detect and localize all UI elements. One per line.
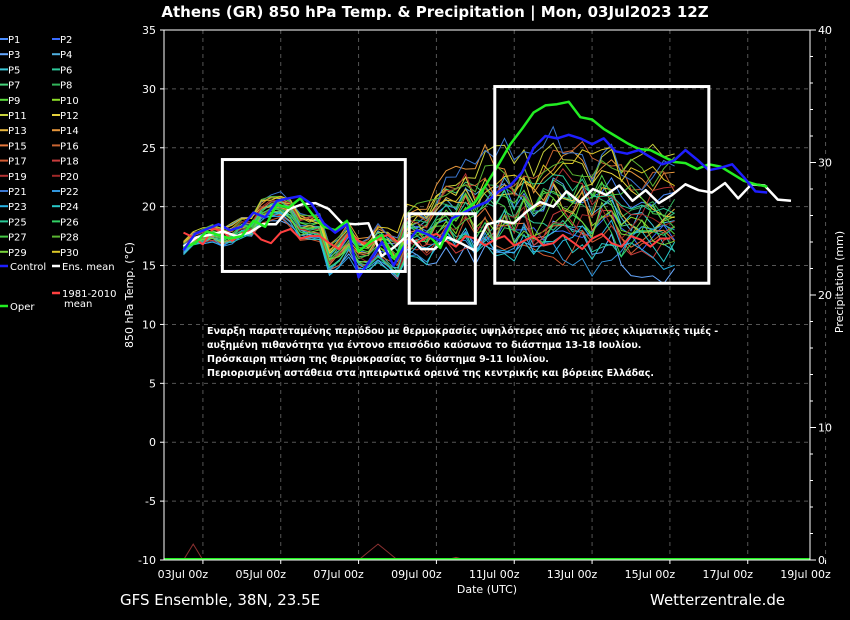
legend-label: P27 [8, 233, 27, 244]
y-tick-label: 15 [142, 260, 156, 273]
x-tick-label: 19Jul 00z [780, 568, 831, 581]
x-axis-label: Date (UTC) [457, 583, 517, 596]
legend-label: P22 [60, 187, 79, 198]
y2-tick-label: 40 [818, 24, 832, 37]
legend-label: P4 [60, 50, 72, 61]
legend-label: P11 [8, 111, 27, 122]
legend-label: P3 [8, 50, 20, 61]
annotation-text: Εναρξη παρατεταμένης περιόδου με θερμοκρ… [207, 326, 718, 379]
legend-label: P12 [60, 111, 79, 122]
note-line-4: Περιορισμένη αστάθεια στα ηπειρωτικά ορε… [207, 368, 654, 379]
legend-label-cont: mean [64, 299, 92, 310]
y-tick-label: 35 [142, 24, 156, 37]
y-tick-label: 30 [142, 83, 156, 96]
y-tick-label: -10 [138, 554, 156, 567]
legend-label: P17 [8, 157, 27, 168]
legend-label: Oper [10, 302, 35, 313]
footer-right: Wetterzentrale.de [650, 591, 785, 609]
y2-tick-label: 0 [818, 554, 825, 567]
legend-label: P2 [60, 35, 72, 46]
legend-label: P6 [60, 65, 72, 76]
member-line-19 [183, 167, 675, 252]
legend-label: P9 [8, 96, 20, 107]
legend-label: P10 [60, 96, 79, 107]
legend-label: P16 [60, 141, 79, 152]
legend: P1 P2 P3 P4 P5 P6 P7 P8 P9 P10 P11 P12 P13 P14 P15 P16 P… [0, 35, 117, 313]
legend-label: 1981-2010 [62, 289, 117, 300]
main-series [164, 100, 810, 560]
legend-label: P23 [8, 202, 27, 213]
legend-label: Ens. mean [62, 262, 115, 273]
precip-line [183, 543, 670, 561]
member-lines [183, 125, 676, 561]
x-tick-label: 13Jul 00z [547, 568, 598, 581]
y-tick-label: -5 [145, 495, 156, 508]
legend-label: P8 [60, 81, 72, 92]
y-tick-label: 25 [142, 142, 156, 155]
y2-tick-label: 10 [818, 422, 832, 435]
x-tick-label: 05Jul 00z [235, 568, 286, 581]
x-tick-label: 11Jul 00z [469, 568, 520, 581]
legend-label: P18 [60, 157, 79, 168]
control-line [182, 133, 768, 279]
legend-label: P15 [8, 141, 27, 152]
legend-label: P24 [60, 202, 79, 213]
y2-tick-label: 20 [818, 289, 832, 302]
climatology-line [183, 228, 670, 251]
x-tick-label: 15Jul 00z [625, 568, 676, 581]
legend-label: P20 [60, 172, 79, 183]
note-line-2: αυξημένη πιθανότητα για έντονο επεισόδιο… [207, 340, 641, 351]
x-tick-label: 17Jul 00z [702, 568, 753, 581]
ens-mean-line [182, 181, 792, 258]
y-tick-label: 10 [142, 318, 156, 331]
plot-frame [163, 29, 811, 561]
legend-label: Control [10, 262, 46, 273]
member-line-27 [183, 173, 675, 262]
y2-tick-label: 30 [818, 157, 832, 170]
legend-label: P14 [60, 126, 79, 137]
note-line-3: Πρόσκαιρη πτώση της θερμοκρασίας το διάσ… [207, 354, 549, 365]
legend-label: P30 [60, 248, 79, 259]
member-line-28 [183, 156, 675, 250]
oper-line [183, 100, 768, 260]
chart-title: Athens (GR) 850 hPa Temp. & Precipitatio… [161, 3, 708, 22]
x-tick-label: 07Jul 00z [313, 568, 364, 581]
highlight-box-3 [493, 85, 711, 285]
member-line-29 [183, 197, 675, 263]
y-axis-label: 850 hPa Temp. (°C) [123, 242, 136, 348]
member-line-30 [183, 146, 675, 253]
x-tick-label: 09Jul 00z [391, 568, 442, 581]
note-line-1: Εναρξη παρατεταμένης περιόδου με θερμοκρ… [207, 326, 718, 337]
legend-label: P5 [8, 65, 20, 76]
y-tick-label: 20 [142, 201, 156, 214]
y-tick-label: 5 [149, 377, 156, 390]
highlight-box-1 [220, 158, 407, 273]
legend-label: P25 [8, 217, 27, 228]
legend-label: P21 [8, 187, 27, 198]
legend-label: P7 [8, 81, 20, 92]
y2-axis-label: Precipitation (mm) [833, 231, 846, 333]
member-line-17 [183, 216, 675, 271]
legend-label: P26 [60, 217, 79, 228]
y-tick-label: 0 [149, 436, 156, 449]
legend-label: P13 [8, 126, 27, 137]
highlight-boxes [220, 85, 711, 305]
legend-label: P29 [8, 248, 27, 259]
x-tick-label: 03Jul 00z [158, 568, 209, 581]
axes: 35 30 25 20 15 10 5 0 -5 -10 40 30 20 10 0 03Jul 00z 05J… [138, 24, 832, 581]
footer-left: GFS Ensemble, 38N, 23.5E [120, 591, 320, 609]
legend-label: P19 [8, 172, 27, 183]
highlight-box-2 [407, 212, 477, 305]
legend-label: P1 [8, 35, 20, 46]
legend-label: P28 [60, 233, 79, 244]
